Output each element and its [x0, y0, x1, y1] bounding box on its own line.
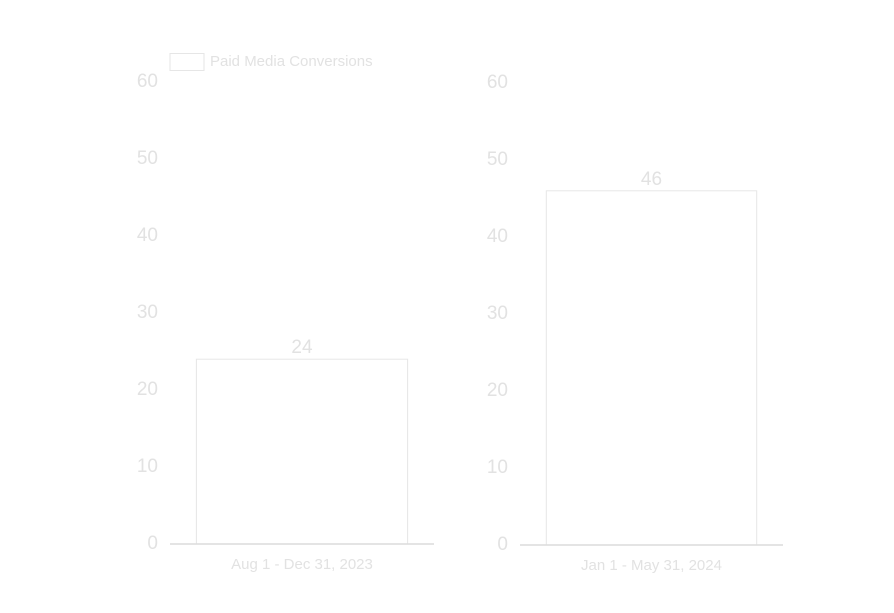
y-tick-label: 30: [487, 303, 508, 324]
value-label: 24: [291, 337, 313, 358]
y-tick-label: 40: [487, 226, 508, 247]
y-tick-label: 50: [137, 148, 158, 169]
legend-label: Paid Media Conversions: [210, 53, 373, 70]
y-tick-label: 50: [487, 149, 508, 170]
y-tick-label: 0: [147, 533, 158, 554]
legend-swatch: [169, 53, 205, 71]
y-tick-label: 60: [137, 71, 158, 92]
y-tick-label: 40: [137, 225, 158, 246]
y-tick-label: 60: [487, 72, 508, 93]
y-tick-label: 0: [497, 534, 508, 555]
x-tick-label: Aug 1 - Dec 31, 2023: [231, 556, 373, 573]
y-tick-label: 20: [137, 379, 158, 400]
value-label: 46: [641, 169, 662, 190]
bar: [195, 358, 409, 545]
y-tick-label: 20: [487, 380, 508, 401]
bar: [545, 190, 758, 546]
y-tick-label: 10: [487, 457, 508, 478]
x-tick-label: Jan 1 - May 31, 2024: [581, 557, 722, 574]
y-tick-label: 10: [137, 456, 158, 477]
y-tick-label: 30: [137, 302, 158, 323]
